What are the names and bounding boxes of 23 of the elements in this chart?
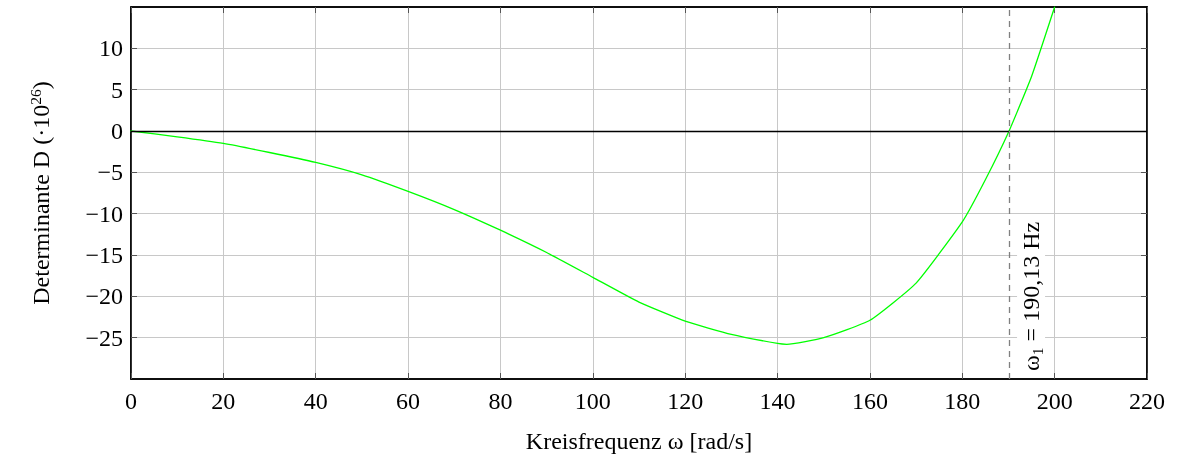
y-tick-label: −15 bbox=[85, 242, 123, 268]
x-tick-label: 100 bbox=[574, 388, 611, 414]
y-tick-label: −20 bbox=[85, 283, 123, 310]
y-axis-title: Determinante D (·1026) bbox=[26, 81, 54, 305]
y-tick-label: 0 bbox=[111, 118, 123, 144]
x-tick-label: 220 bbox=[1129, 388, 1165, 414]
x-tick-label: 40 bbox=[303, 388, 328, 414]
line-series bbox=[130, 6, 1056, 345]
ref-line-label: ω1 = 190,13 Hz bbox=[1018, 221, 1046, 371]
x-tick-label: 20 bbox=[211, 388, 236, 414]
x-axis-title: Kreisfrequenz ω [rad/s] bbox=[525, 428, 753, 454]
y-tick-label: 10 bbox=[99, 35, 123, 62]
x-tick-label: 160 bbox=[851, 388, 888, 414]
y-tick-label: −10 bbox=[85, 200, 123, 227]
y-tick-label: 5 bbox=[111, 76, 123, 103]
y-tick-label: −5 bbox=[97, 159, 123, 186]
x-tick-label: 200 bbox=[1036, 388, 1073, 414]
x-tick-label: 120 bbox=[667, 388, 704, 414]
x-tick-label: 140 bbox=[759, 388, 796, 414]
y-tick-label: −25 bbox=[85, 324, 123, 351]
x-tick-label: 180 bbox=[944, 388, 981, 414]
x-tick-label: 60 bbox=[396, 388, 421, 414]
x-tick-label: 80 bbox=[488, 388, 513, 414]
